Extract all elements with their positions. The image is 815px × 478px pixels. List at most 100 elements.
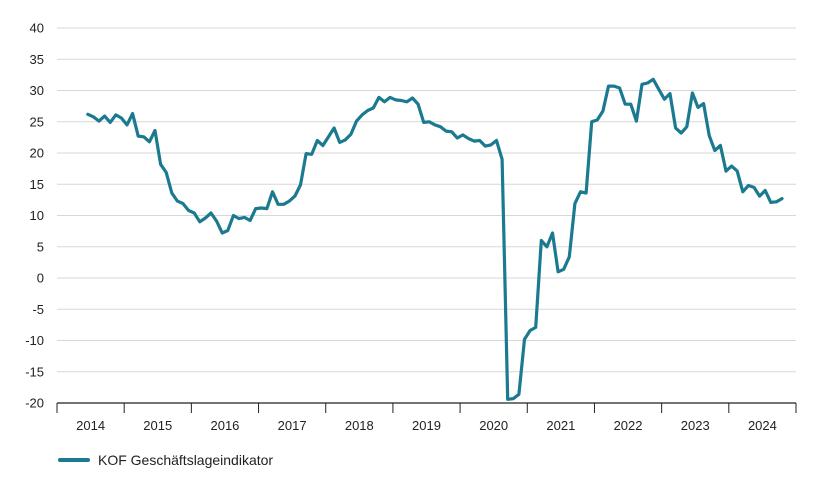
legend-swatch — [58, 458, 90, 462]
data-point — [719, 144, 722, 147]
data-point — [517, 393, 521, 396]
data-point — [568, 255, 571, 258]
data-point — [232, 214, 235, 217]
data-point — [545, 245, 549, 248]
data-point — [321, 144, 325, 147]
data-point — [461, 133, 465, 137]
data-point — [114, 113, 118, 117]
legend-label: KOF Geschäftslageindikator — [98, 452, 274, 468]
data-point — [204, 216, 207, 220]
data-point — [702, 102, 705, 105]
data-point — [260, 206, 263, 210]
x-tick-label: 2016 — [210, 418, 239, 433]
data-point — [405, 100, 409, 104]
x-tick-label: 2024 — [748, 418, 777, 433]
y-axis-ticks: 40 35 30 25 20 15 10 5 0 -5 -10 -15 -20 — [25, 21, 44, 411]
data-point — [243, 216, 246, 219]
y-tick-label: 10 — [30, 208, 44, 223]
data-point — [86, 113, 90, 116]
data-point — [612, 84, 616, 88]
data-point — [663, 98, 666, 101]
data-point — [736, 169, 739, 173]
data-point — [708, 134, 711, 137]
data-point — [254, 207, 257, 210]
data-point — [265, 207, 269, 210]
data-point — [349, 133, 353, 136]
data-point — [556, 270, 560, 273]
data-point — [506, 398, 509, 401]
data-point — [534, 326, 537, 329]
x-tick-label: 2020 — [479, 418, 508, 433]
data-point — [528, 329, 532, 332]
data-point — [696, 106, 700, 109]
data-point — [668, 92, 672, 95]
data-point — [680, 131, 683, 135]
data-point — [388, 96, 392, 99]
data-point — [584, 191, 588, 195]
data-point — [456, 136, 459, 140]
data-point — [215, 219, 218, 223]
data-point — [248, 219, 252, 222]
data-point — [209, 211, 213, 215]
data-point — [607, 84, 610, 88]
x-tick-label: 2014 — [76, 418, 105, 433]
data-point — [198, 220, 201, 223]
data-point — [226, 229, 229, 232]
data-point — [780, 197, 784, 200]
data-point — [137, 134, 140, 138]
x-tick-label: 2022 — [614, 418, 643, 433]
data-point — [159, 163, 162, 166]
data-point — [316, 139, 319, 142]
data-point — [450, 130, 453, 133]
x-tick-label: 2021 — [546, 418, 575, 433]
y-tick-label: -20 — [25, 396, 44, 411]
series-layer — [86, 77, 784, 401]
data-point — [691, 91, 694, 95]
data-point — [657, 88, 660, 91]
data-point — [540, 239, 543, 242]
data-point — [310, 153, 313, 156]
data-point — [428, 120, 431, 124]
data-point — [97, 119, 101, 123]
data-point — [523, 338, 526, 341]
data-point — [618, 86, 621, 90]
data-point — [372, 106, 375, 110]
data-point — [551, 231, 554, 235]
data-point — [103, 114, 106, 118]
data-point — [120, 116, 123, 120]
data-point — [394, 98, 397, 102]
data-point — [165, 171, 168, 174]
y-tick-label: 25 — [30, 114, 44, 129]
data-point — [276, 203, 280, 206]
y-tick-label: 40 — [30, 21, 44, 36]
data-point — [652, 78, 655, 81]
data-point — [282, 203, 285, 206]
data-point — [512, 397, 515, 400]
data-point — [624, 103, 627, 106]
data-point — [366, 109, 369, 112]
x-tick-label: 2019 — [412, 418, 441, 433]
y-tick-label: 15 — [30, 177, 44, 192]
data-point — [758, 194, 761, 198]
data-point — [752, 186, 756, 189]
data-point — [635, 119, 638, 123]
data-point — [478, 139, 481, 142]
data-point — [332, 126, 336, 130]
data-point — [142, 135, 145, 138]
x-tick-label: 2018 — [345, 418, 374, 433]
data-point — [400, 99, 403, 102]
data-point — [685, 125, 688, 128]
y-tick-label: 5 — [37, 239, 44, 254]
data-point — [500, 158, 504, 161]
data-point — [775, 200, 778, 203]
data-point — [344, 138, 347, 142]
data-point — [573, 202, 577, 205]
y-tick-label: 30 — [30, 83, 44, 98]
data-point — [338, 141, 341, 144]
data-point — [377, 96, 381, 99]
data-point — [288, 199, 291, 203]
data-point — [629, 103, 632, 106]
data-point — [747, 184, 750, 187]
data-point — [433, 123, 437, 127]
